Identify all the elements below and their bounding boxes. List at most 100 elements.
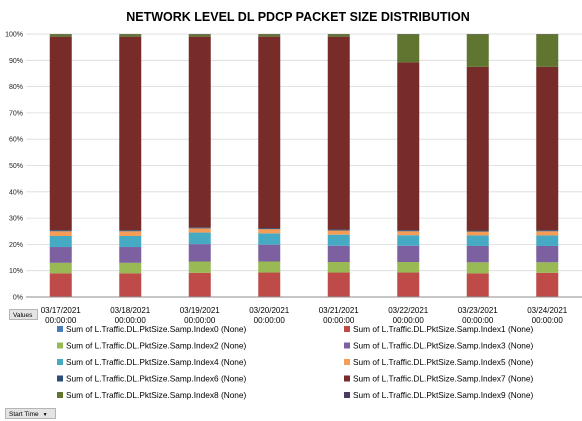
legend-swatch — [344, 376, 350, 382]
bar-segment — [119, 273, 141, 296]
bar-segment — [119, 236, 141, 247]
bar-segment — [119, 263, 141, 274]
bar-segment — [536, 246, 558, 262]
legend-label: Sum of L.Traffic.DL.PktSize.Samp.Index4 … — [66, 357, 247, 367]
legend-swatch — [344, 359, 350, 365]
bar-segment — [328, 235, 350, 246]
y-tick-label: 20% — [9, 242, 23, 249]
bar-segment — [119, 231, 141, 236]
legend-swatch — [57, 343, 63, 349]
bar-segment — [536, 34, 558, 67]
legend-item: Sum of L.Traffic.DL.PktSize.Samp.Index1 … — [344, 324, 534, 334]
bar-segment — [397, 62, 419, 230]
bar-segment — [119, 230, 141, 231]
legend-item: Sum of L.Traffic.DL.PktSize.Samp.Index4 … — [57, 357, 247, 367]
legend-label: Sum of L.Traffic.DL.PktSize.Samp.Index2 … — [66, 341, 247, 351]
y-tick-label: 40% — [9, 189, 23, 196]
bar-stack — [397, 34, 419, 297]
bar-stack — [328, 34, 350, 297]
bar-segment — [397, 230, 419, 231]
bar-segment — [328, 34, 350, 36]
bar-stack — [50, 34, 72, 297]
legend-swatch — [344, 326, 350, 332]
bar-segment — [536, 262, 558, 273]
chevron-down-icon[interactable]: ▼ — [43, 412, 48, 418]
bar-segment — [189, 233, 211, 245]
start-time-field-button[interactable]: Start Time▼ — [5, 408, 56, 419]
bar-segment — [397, 273, 419, 297]
bar-segment — [119, 37, 141, 231]
y-tick-label: 80% — [9, 84, 23, 91]
legend-swatch — [344, 343, 350, 349]
bar-segment — [258, 273, 280, 297]
legend: Sum of L.Traffic.DL.PktSize.Samp.Index0 … — [57, 324, 534, 400]
bar-segment — [467, 273, 489, 296]
bar-segment — [189, 261, 211, 272]
bar-segment — [467, 262, 489, 273]
bar-stack — [536, 34, 558, 297]
bar-segment — [397, 34, 419, 62]
bar-segment — [50, 263, 72, 274]
bar-segment — [258, 37, 280, 228]
chart-title: NETWORK LEVEL DL PDCP PACKET SIZE DISTRI… — [126, 10, 470, 24]
bar-segment — [119, 34, 141, 36]
y-tick-label: 30% — [9, 216, 23, 223]
legend-label: Sum of L.Traffic.DL.PktSize.Samp.Index7 … — [353, 374, 534, 384]
bar-segment — [328, 37, 350, 230]
bar-stack — [189, 34, 211, 297]
bar-segment — [467, 235, 489, 246]
bar-segment — [397, 262, 419, 273]
bar-segment — [467, 232, 489, 236]
bar-segment — [536, 273, 558, 297]
bar-segment — [258, 245, 280, 262]
bar-segment — [258, 228, 280, 229]
legend-item: Sum of L.Traffic.DL.PktSize.Samp.Index0 … — [57, 324, 247, 334]
bar-segment — [50, 236, 72, 247]
bar-segment — [50, 231, 72, 236]
legend-label: Sum of L.Traffic.DL.PktSize.Samp.Index5 … — [353, 357, 534, 367]
bar-segment — [258, 261, 280, 272]
bar-segment — [536, 67, 558, 230]
bar-segment — [189, 227, 211, 228]
legend-item: Sum of L.Traffic.DL.PktSize.Samp.Index9 … — [344, 390, 534, 400]
bar-segment — [258, 229, 280, 233]
bar-segment — [536, 230, 558, 231]
bar-segment — [119, 247, 141, 263]
bar-segment — [189, 37, 211, 228]
y-tick-label: 70% — [9, 110, 23, 117]
bar-segment — [328, 262, 350, 273]
legend-swatch — [57, 392, 63, 398]
legend-item: Sum of L.Traffic.DL.PktSize.Samp.Index8 … — [57, 390, 247, 400]
legend-swatch — [57, 376, 63, 382]
y-tick-label: 100% — [5, 32, 23, 39]
bar-segment — [189, 228, 211, 232]
bar-segment — [397, 231, 419, 235]
legend-label: Sum of L.Traffic.DL.PktSize.Samp.Index9 … — [353, 390, 534, 400]
legend-label: Sum of L.Traffic.DL.PktSize.Samp.Index3 … — [353, 341, 534, 351]
y-tick-label: 60% — [9, 137, 23, 144]
y-tick-label: 0% — [13, 295, 23, 302]
bar-segment — [467, 67, 489, 231]
legend-label: Sum of L.Traffic.DL.PktSize.Samp.Index6 … — [66, 374, 247, 384]
y-tick-label: 10% — [9, 268, 23, 275]
legend-label: Sum of L.Traffic.DL.PktSize.Samp.Index0 … — [66, 324, 247, 334]
bar-segment — [50, 230, 72, 231]
legend-swatch — [57, 359, 63, 365]
bar-segment — [328, 246, 350, 262]
values-field-button[interactable]: Values — [9, 309, 38, 320]
bar-segment — [467, 34, 489, 67]
y-tick-label: 50% — [9, 163, 23, 170]
legend-item: Sum of L.Traffic.DL.PktSize.Samp.Index3 … — [344, 341, 534, 351]
values-field-label: Values — [13, 312, 32, 319]
bar-segment — [50, 37, 72, 231]
